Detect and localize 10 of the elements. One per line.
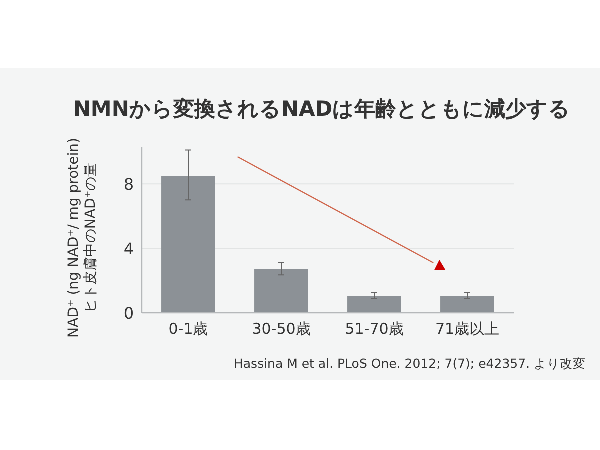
y-tick-label: 4 <box>124 240 134 259</box>
x-tick-label: 71歳以上 <box>435 320 500 338</box>
x-tick-label: 51-70歳 <box>345 320 404 338</box>
y-tick-label: 0 <box>124 304 134 323</box>
x-tick-label: 0-1歳 <box>168 320 208 338</box>
y-tick-label: 8 <box>124 175 134 194</box>
chart-title: NMNから変換されるNADは年齢とともに減少する <box>73 97 571 121</box>
y-axis-title: NAD⁺ (ng NAD⁺/ mg protein) ヒト皮膚中のNAD⁺の量 <box>66 138 99 338</box>
text: Hassina M et al. PLoS One. 2012; 7(7); e42357. より改変 <box>234 356 586 371</box>
x-tick-label: 30-50歳 <box>252 320 311 338</box>
